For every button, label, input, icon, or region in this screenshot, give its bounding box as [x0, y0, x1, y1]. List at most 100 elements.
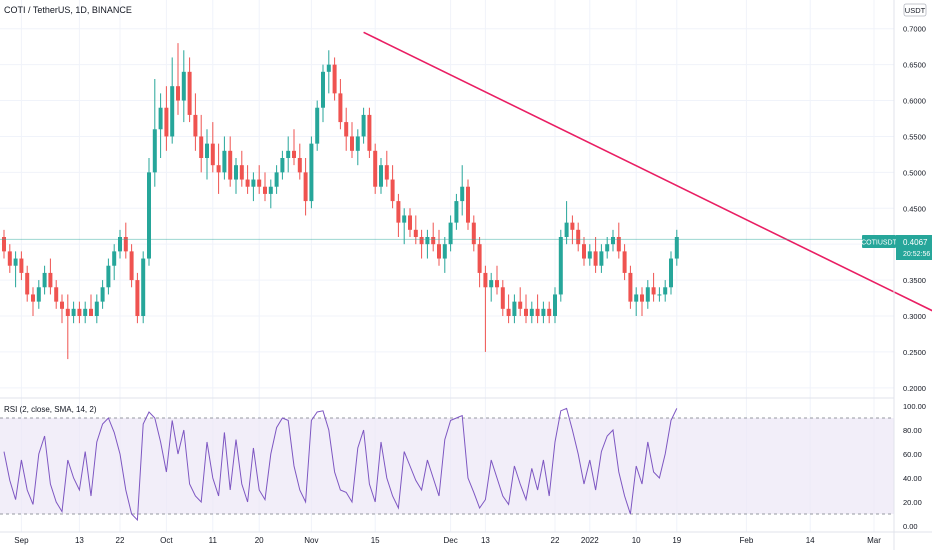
candle-body [582, 244, 586, 259]
candle-body [321, 71, 325, 108]
candle-body [564, 222, 569, 237]
candle-body [466, 186, 470, 223]
time-tick-label: Feb [740, 536, 754, 545]
candle-body [361, 114, 366, 137]
candle-body [141, 258, 146, 316]
candle-body [384, 165, 389, 180]
price-tick-label: 0.2000 [903, 384, 926, 393]
candlestick-series [2, 43, 679, 360]
time-axis: Sep 13 22 Oct 11 20 Nov 15 Dec 13 22 2022 10 19 Feb 14 M… [14, 536, 881, 545]
time-tick-label: 15 [371, 536, 380, 545]
candle-body [553, 294, 557, 316]
candle-body [152, 129, 157, 173]
candle-body [100, 287, 105, 302]
rsi-tick-label: 60.00 [903, 450, 922, 459]
candle-body [263, 186, 267, 194]
candle-body [129, 251, 134, 281]
candle-body [123, 237, 128, 252]
price-tick-label: 0.6000 [903, 97, 926, 106]
candle-body [245, 179, 250, 187]
candle-body [506, 308, 511, 316]
candle-body [31, 294, 35, 302]
price-tick-label: 0.5500 [903, 132, 926, 141]
candle-body [576, 229, 581, 245]
candle-body [71, 308, 76, 316]
candle-body [193, 114, 198, 137]
candle-body [495, 280, 499, 288]
candle-body [390, 179, 395, 202]
candle-body [280, 158, 285, 173]
candle-body [297, 158, 302, 173]
trendline[interactable] [363, 31, 932, 336]
candle-body [228, 150, 233, 180]
candle-body [442, 244, 447, 259]
candle-body [425, 237, 430, 245]
price-tick-label: 0.5000 [903, 168, 926, 177]
candle-body [77, 308, 82, 316]
candle-body [518, 301, 523, 309]
candle-body [379, 165, 383, 187]
candle-body [19, 258, 24, 273]
candle-body [48, 272, 53, 288]
candle-body [54, 287, 59, 302]
candle-body [657, 294, 662, 296]
price-tick-label: 0.6500 [903, 61, 926, 70]
candle-body [645, 287, 650, 302]
candle-body [454, 201, 459, 223]
candle-body [199, 136, 204, 158]
price-axis: 0.20000.25000.30000.35000.40000.45000.50… [903, 25, 926, 393]
rsi-label[interactable]: RSI (2, close, SMA, 14, 2) [4, 405, 97, 414]
candle-body [315, 107, 320, 144]
time-tick-label: 14 [806, 536, 815, 545]
candle-body [524, 308, 528, 316]
candle-body [292, 150, 296, 158]
currency-badge[interactable] [903, 3, 927, 17]
time-tick-label: 22 [116, 536, 125, 545]
candle-body [634, 294, 639, 302]
time-tick-label: Oct [160, 536, 173, 545]
candle-body [408, 215, 412, 230]
price-tick-label: 0.7000 [903, 25, 926, 34]
candle-body [309, 143, 314, 202]
candle-body [222, 150, 227, 173]
candle-body [599, 251, 604, 266]
time-tick-label: Dec [443, 536, 457, 545]
candle-body [83, 308, 88, 316]
candle-body [489, 280, 494, 288]
candle-body [181, 71, 186, 101]
candle-body [239, 165, 244, 180]
candle-body [251, 179, 256, 187]
candle-body [640, 294, 644, 302]
candle-body [419, 237, 424, 245]
candle-body [541, 308, 546, 316]
candle-body [483, 272, 488, 288]
rsi-tick-label: 20.00 [903, 498, 922, 507]
candle-body [512, 301, 517, 316]
candle-body [477, 244, 482, 273]
candle-body [605, 244, 610, 252]
price-tick-label: 0.3500 [903, 276, 926, 285]
time-tick-label: Nov [304, 536, 318, 545]
candle-body [303, 172, 308, 202]
candle-body [268, 186, 273, 194]
symbol-title[interactable]: COTI / TetherUS, 1D, BINANCE [4, 5, 132, 15]
candle-body [65, 308, 70, 316]
candle-body [257, 179, 262, 187]
currency-badge-label: USDT [905, 6, 926, 15]
candle-body [437, 244, 441, 259]
price-tick-label: 0.2500 [903, 348, 926, 357]
price-tick-label: 0.4500 [903, 204, 926, 213]
candle-body [651, 287, 656, 295]
candle-body [25, 272, 30, 295]
candle-body [547, 308, 552, 316]
time-tick-label: 13 [481, 536, 490, 545]
candle-body [176, 86, 180, 101]
price-tag-countdown: 20:52:56 [903, 251, 930, 258]
time-tick-label: 10 [632, 536, 641, 545]
candle-body [135, 280, 140, 316]
candle-body [355, 136, 360, 151]
price-tag [896, 235, 932, 260]
candle-body [326, 64, 331, 72]
time-tick-label: Mar [867, 536, 881, 545]
